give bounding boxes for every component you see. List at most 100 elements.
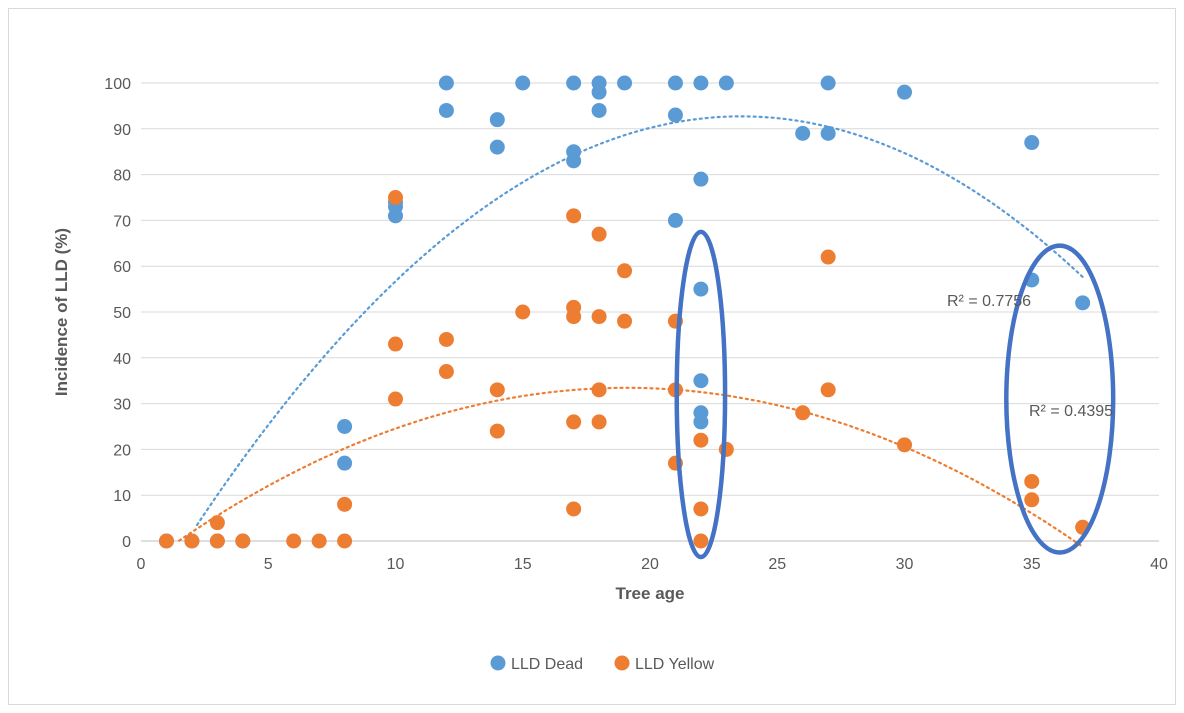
data-point-dead: [667, 212, 683, 228]
y-axis-title: Incidence of LLD (%): [52, 228, 71, 396]
data-point-dead: [693, 414, 709, 430]
x-tick-label: 20: [641, 556, 659, 573]
data-point-yellow: [820, 382, 836, 398]
data-point-dead: [489, 139, 505, 155]
data-point-yellow: [388, 336, 403, 352]
data-point-dead: [667, 75, 683, 91]
data-point-dead: [591, 84, 607, 100]
data-point-yellow: [795, 405, 811, 421]
data-point-dead: [617, 75, 633, 91]
data-point-yellow: [1024, 492, 1040, 508]
legend-marker-dead: [490, 655, 506, 671]
highlight-ellipse-0: [674, 229, 728, 560]
y-tick-label: 10: [113, 488, 131, 505]
data-point-dead: [566, 153, 582, 169]
data-point-yellow: [820, 249, 836, 265]
data-point-dead: [438, 75, 454, 91]
data-point-yellow: [489, 423, 505, 439]
y-tick-label: 20: [113, 442, 131, 459]
y-tick-label: 70: [113, 213, 131, 230]
data-point-dead: [1075, 295, 1091, 311]
y-tick-label: 80: [113, 168, 131, 185]
data-point-dead: [591, 102, 607, 118]
data-point-dead: [693, 171, 709, 187]
data-point-yellow: [438, 364, 454, 380]
data-point-yellow: [617, 263, 633, 279]
data-point-yellow: [184, 533, 200, 549]
y-tick-label: 50: [113, 305, 131, 322]
y-tick-label: 90: [113, 122, 131, 139]
data-points: [158, 75, 1091, 549]
data-point-dead: [693, 281, 709, 297]
data-point-dead: [795, 125, 811, 141]
r2-label-dead: R² = 0.7756: [947, 293, 1031, 310]
x-axis-title: Tree age: [616, 584, 685, 603]
data-point-dead: [337, 419, 353, 434]
x-tick-label: 15: [514, 556, 532, 573]
data-point-yellow: [591, 226, 607, 242]
y-tick-label: 30: [113, 397, 131, 414]
data-point-dead: [566, 75, 582, 91]
gridlines: [141, 82, 1159, 542]
data-point-yellow: [438, 331, 454, 347]
legend-label-dead: LLD Dead: [511, 656, 583, 673]
annotations: [674, 229, 1116, 560]
x-tick-label: 40: [1150, 556, 1168, 573]
data-point-dead: [388, 208, 403, 224]
trendlines: [178, 115, 1084, 548]
data-point-dead: [1024, 135, 1040, 151]
y-tick-label: 0: [122, 534, 131, 551]
data-point-yellow: [693, 432, 709, 448]
data-point-dead: [693, 75, 709, 91]
data-point-dead: [693, 373, 709, 389]
labels: Tree age Incidence of LLD (%) R² = 0.775…: [52, 228, 1113, 603]
data-point-yellow: [566, 501, 582, 517]
data-point-dead: [820, 75, 836, 91]
r2-label-yellow: R² = 0.4395: [1029, 403, 1113, 420]
data-point-yellow: [591, 414, 607, 430]
x-tick-label: 10: [387, 556, 405, 573]
legend: LLD Dead LLD Yellow: [490, 655, 715, 673]
trendline-0: [195, 115, 1084, 527]
data-point-dead: [489, 112, 505, 128]
highlight-ellipse-1: [1004, 243, 1116, 555]
y-tick-label: 100: [104, 76, 131, 93]
x-tick-label: 35: [1023, 556, 1041, 573]
data-point-dead: [337, 455, 353, 471]
data-point-yellow: [566, 309, 582, 325]
y-tick-label: 40: [113, 351, 131, 368]
data-point-yellow: [591, 309, 607, 325]
data-point-dead: [897, 84, 912, 100]
data-point-yellow: [617, 313, 633, 329]
data-point-yellow: [235, 533, 251, 549]
data-point-dead: [667, 107, 683, 123]
x-tick-label: 30: [896, 556, 914, 573]
data-point-yellow: [591, 382, 607, 398]
data-point-yellow: [209, 515, 225, 531]
x-tick-label: 25: [768, 556, 786, 573]
data-point-yellow: [489, 382, 505, 398]
data-point-yellow: [337, 533, 353, 549]
legend-label-yellow: LLD Yellow: [635, 656, 715, 673]
data-point-yellow: [158, 533, 174, 549]
data-point-yellow: [718, 441, 734, 457]
data-point-yellow: [566, 414, 582, 430]
data-point-yellow: [311, 533, 327, 549]
data-point-dead: [718, 75, 734, 91]
data-point-dead: [438, 102, 454, 118]
legend-marker-yellow: [614, 655, 630, 671]
data-point-yellow: [693, 501, 709, 517]
y-tick-label: 60: [113, 259, 131, 276]
data-point-dead: [820, 125, 836, 141]
trendline-1: [178, 386, 1084, 548]
data-point-yellow: [388, 190, 403, 205]
data-point-yellow: [388, 391, 403, 407]
scatter-chart: 0 10 20 30 40 50 60 70 80 90 100 0 5 10 15 20 25 30 35 40 T…: [52, 75, 1168, 673]
x-tick-label: 5: [264, 556, 273, 573]
data-point-yellow: [1024, 473, 1040, 489]
data-point-yellow: [515, 304, 531, 320]
data-point-yellow: [286, 533, 302, 549]
chart-frame: 0 10 20 30 40 50 60 70 80 90 100 0 5 10 15 20 25 30 35 40 T…: [8, 8, 1176, 705]
data-point-dead: [515, 75, 531, 91]
data-point-yellow: [566, 208, 582, 224]
